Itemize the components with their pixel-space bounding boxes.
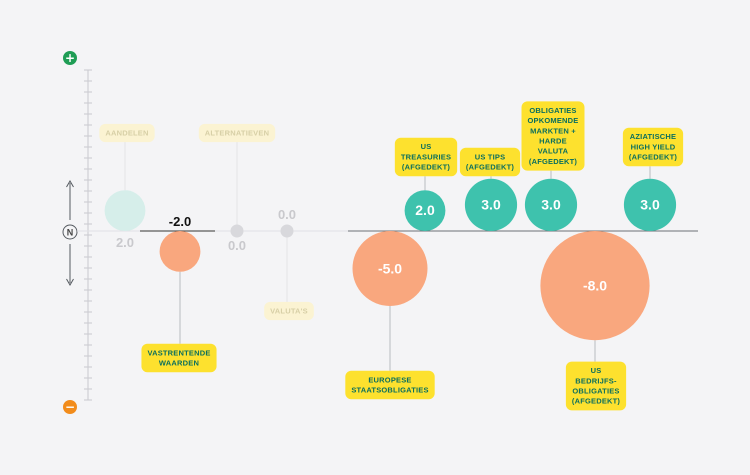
plus-marker-icon: + <box>65 51 75 65</box>
bubble <box>623 178 677 231</box>
category-label-line: HARDE <box>539 137 567 146</box>
category-label-line: VASTRENTENDE <box>147 348 210 357</box>
category-label: VASTRENTENDE WAARDEN <box>141 343 217 373</box>
category-label-bg <box>521 101 585 171</box>
plot-area: 2.0 AANDELEN -2.0 VASTRENTENDE WAARDEN 0.0 ALT… <box>77 101 698 411</box>
category-label-bg <box>198 123 276 143</box>
category-label: US TIPS (AFGEDEKT) <box>459 147 521 177</box>
bubble <box>104 190 146 232</box>
value-label: 3.0 <box>640 196 660 212</box>
category-label-line: (AFGEDEKT) <box>629 153 678 162</box>
bubble <box>404 190 446 232</box>
category-label-line: BEDRIJFS- <box>575 376 617 385</box>
category-label-bg <box>141 343 217 373</box>
category-label: VALUTA'S <box>264 301 314 321</box>
category-label-line: MARKTEN + <box>530 126 576 135</box>
category-label-bg <box>345 370 435 400</box>
bubble-group: 3.0 US TIPS (AFGEDEKT) <box>459 147 521 231</box>
bubble <box>540 231 650 341</box>
bubble <box>159 231 201 272</box>
category-label: EUROPESE STAATSOBLIGATIES <box>345 370 435 400</box>
category-label-line: (AFGEDEKT) <box>466 163 515 172</box>
bubble-group: 2.0 AANDELEN <box>99 123 155 250</box>
category-label-bg <box>99 123 155 143</box>
bubble <box>280 224 294 238</box>
value-label: 2.0 <box>116 235 134 250</box>
bubble-group: -5.0 EUROPESE STAATSOBLIGATIES <box>345 231 435 400</box>
category-label-bg <box>264 301 314 321</box>
category-label-line: AANDELEN <box>105 128 148 137</box>
value-label: 0.0 <box>278 207 296 222</box>
neutral-marker-circle <box>62 224 78 240</box>
category-label-line: VALUTA <box>538 147 569 156</box>
bubble-group: 0.0 VALUTA'S <box>264 207 314 321</box>
bubble <box>464 178 518 231</box>
category-label-bg <box>622 127 684 167</box>
category-label-line: US <box>591 366 602 375</box>
category-label: AANDELEN <box>99 123 155 143</box>
value-label: 3.0 <box>481 196 501 212</box>
category-label-line: TREASURIES <box>401 152 451 161</box>
plus-marker-circle <box>63 51 77 65</box>
value-label: -5.0 <box>378 261 402 277</box>
category-label-bg <box>394 137 458 177</box>
category-label-line: US TIPS <box>475 152 506 161</box>
value-label: 0.0 <box>228 238 246 253</box>
category-label-bg <box>565 361 627 411</box>
category-label-line: (AFGEDEKT) <box>402 163 451 172</box>
category-label-line: STAATSOBLIGATIES <box>351 386 428 395</box>
bubble <box>230 224 244 238</box>
bubble <box>352 231 428 306</box>
bubble-group: 0.0 ALTERNATIEVEN <box>198 123 276 253</box>
category-label-line: ALTERNATIEVEN <box>205 128 269 137</box>
category-label-line: EUROPESE <box>368 375 411 384</box>
category-label-line: (AFGEDEKT) <box>529 157 578 166</box>
value-label: -2.0 <box>169 214 191 229</box>
category-label-line: OBLIGATIES <box>529 106 576 115</box>
value-label: 3.0 <box>541 196 561 212</box>
category-label-line: OBLIGATIES <box>572 387 619 396</box>
category-label-line: AZIATISCHE <box>630 132 676 141</box>
value-label: -8.0 <box>583 278 607 294</box>
bubble <box>524 178 578 231</box>
category-label-line: OPKOMENDE <box>528 116 579 125</box>
value-label: 2.0 <box>415 202 435 218</box>
category-label-line: HIGH YIELD <box>631 142 676 151</box>
arrow-up-icon-head <box>66 180 74 188</box>
arrow-down-icon-head <box>66 278 74 286</box>
category-label-line: VALUTA'S <box>270 306 308 315</box>
bubble-group: -2.0 VASTRENTENDE WAARDEN <box>141 214 217 373</box>
category-label: ALTERNATIEVEN <box>198 123 276 143</box>
minus-marker-icon: − <box>65 400 75 414</box>
category-label-line: WAARDEN <box>159 359 199 368</box>
category-label-line: US <box>421 142 432 151</box>
category-label-bg <box>459 147 521 177</box>
category-label-line: (AFGEDEKT) <box>572 397 621 406</box>
neutral-marker-icon: N <box>67 228 74 238</box>
scale-axis <box>66 69 92 401</box>
minus-marker-circle <box>63 400 77 414</box>
